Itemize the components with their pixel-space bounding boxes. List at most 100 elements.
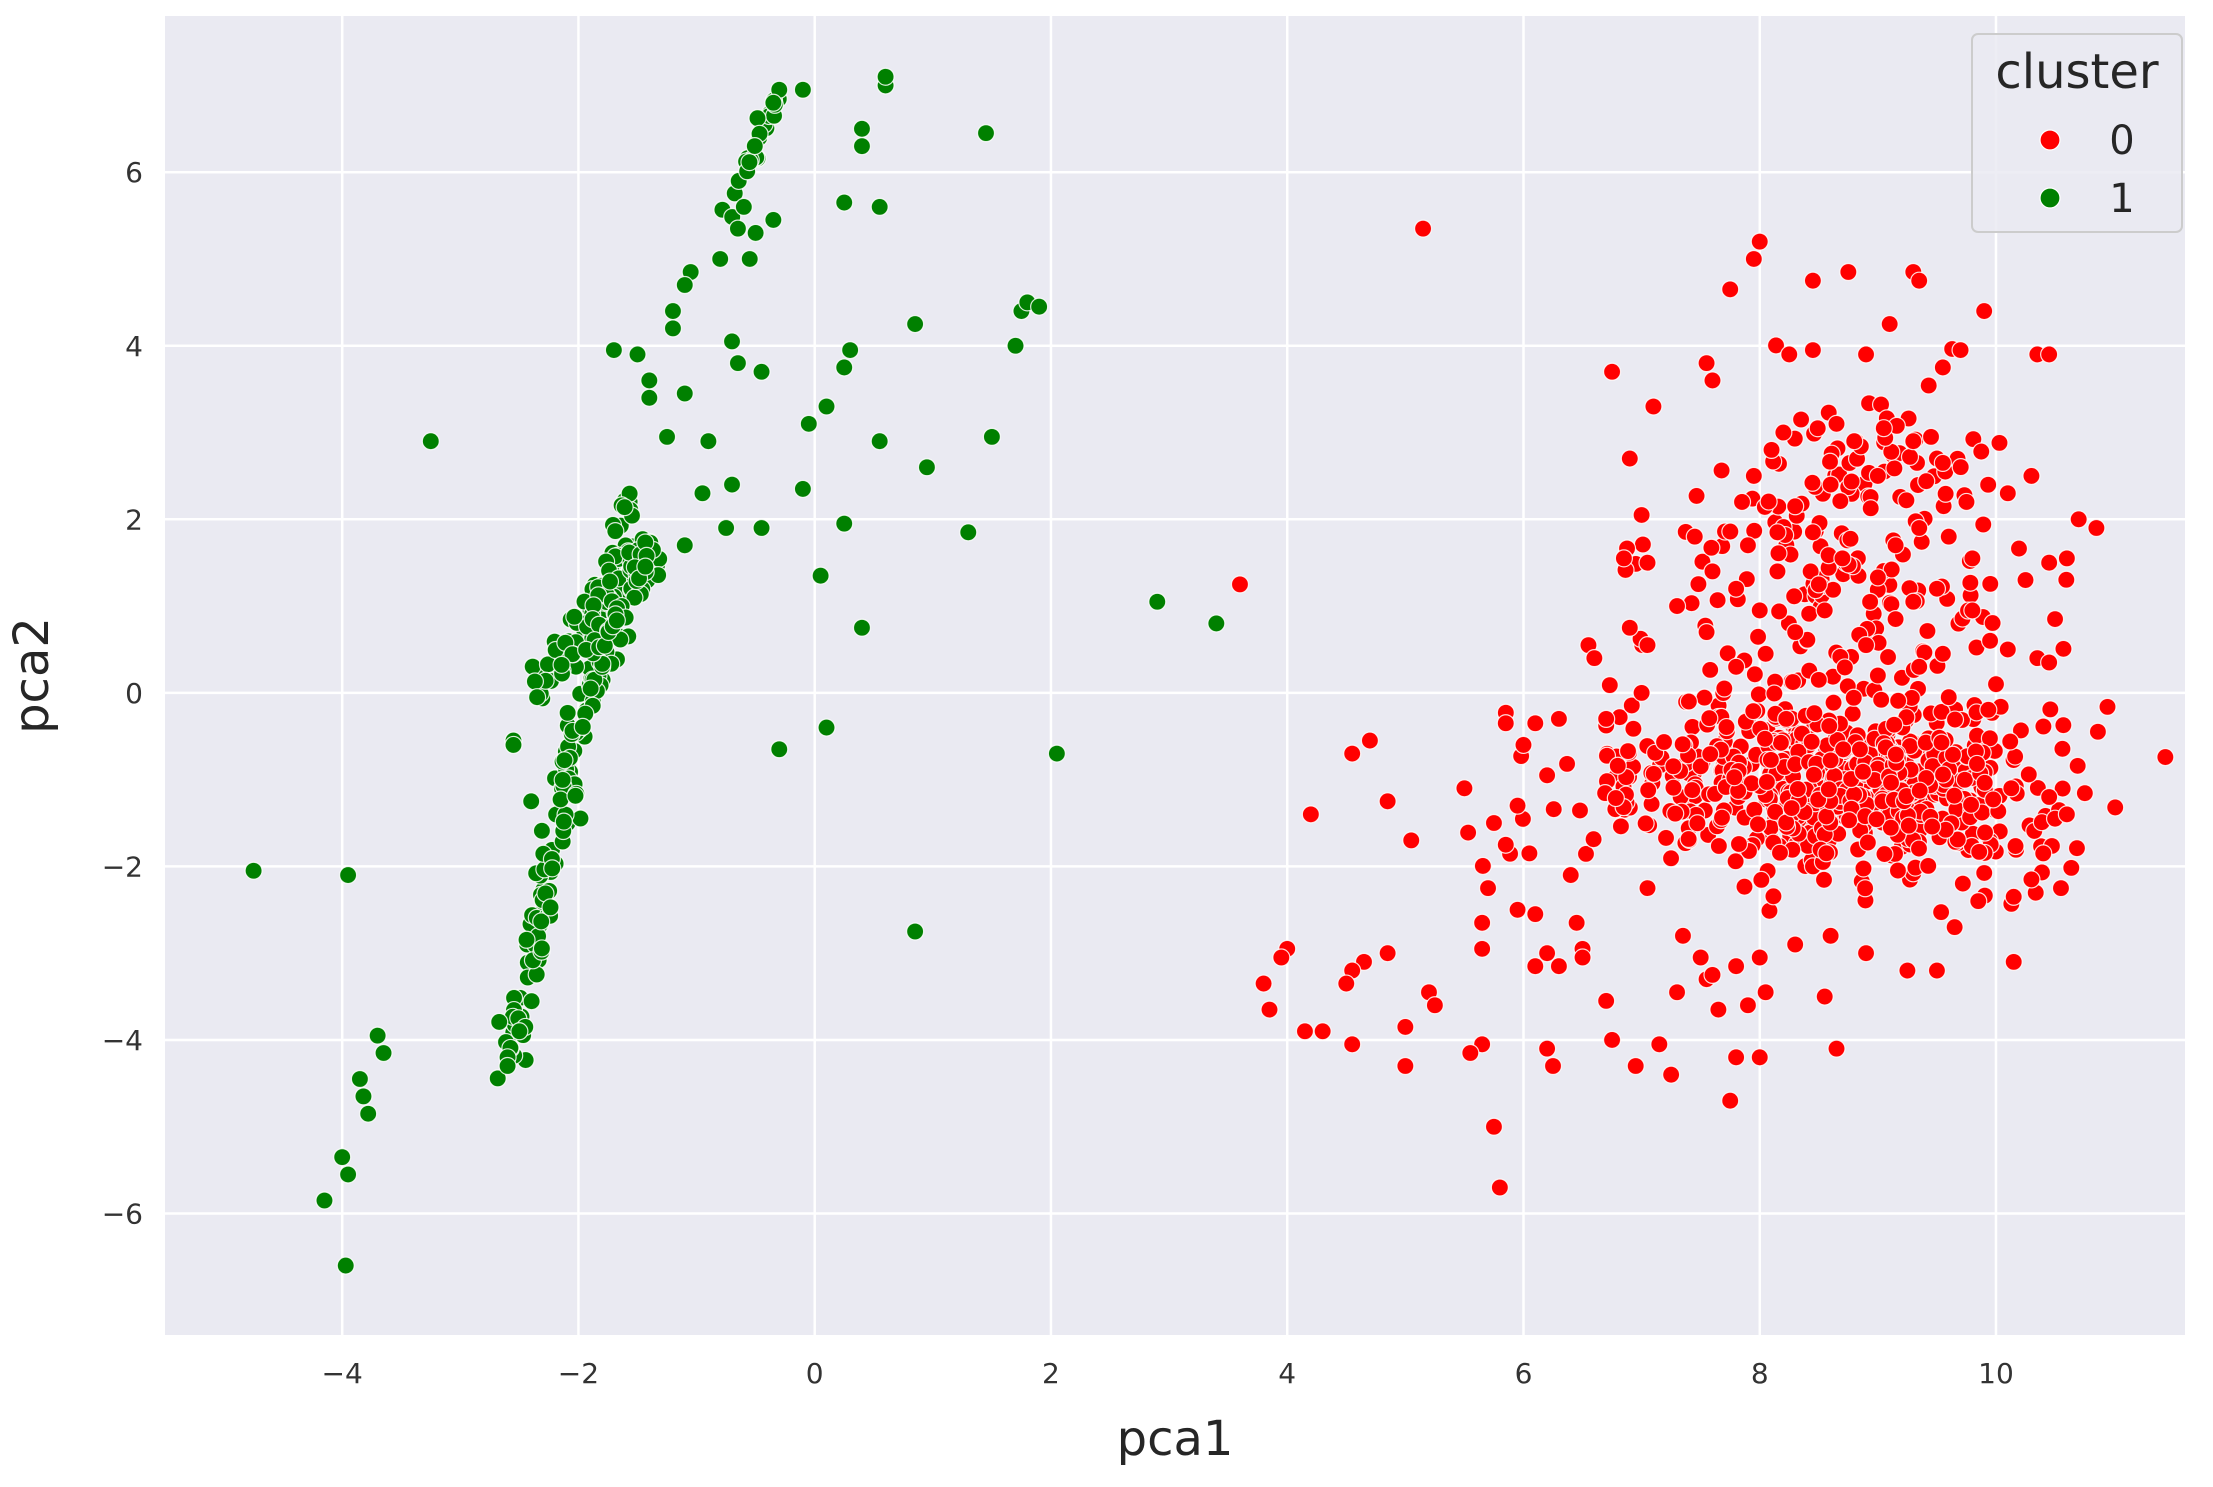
- data-point-cluster-0: [1756, 644, 1775, 663]
- data-point-cluster-1: [917, 458, 937, 477]
- data-point-cluster-0: [2075, 784, 2094, 803]
- data-point-cluster-0: [2068, 756, 2087, 775]
- data-point-cluster-0: [1886, 536, 1905, 555]
- data-point-cluster-0: [1461, 1043, 1480, 1063]
- data-point-cluster-0: [1933, 644, 1952, 663]
- data-point-cluster-0: [1917, 472, 1936, 491]
- data-point-cluster-0: [1889, 691, 1908, 710]
- data-point-cluster-1: [852, 618, 872, 637]
- data-point-cluster-0: [1805, 704, 1824, 723]
- data-point-cluster-0: [1831, 492, 1850, 511]
- data-point-cluster-0: [1975, 773, 1994, 792]
- data-point-cluster-1: [711, 249, 730, 269]
- data-point-cluster-0: [2106, 798, 2125, 817]
- data-point-cluster-0: [2034, 717, 2053, 736]
- data-point-cluster-1: [336, 1256, 355, 1275]
- data-point-cluster-0: [1729, 834, 1749, 854]
- data-point-cluster-0: [1967, 754, 1987, 774]
- data-point-cluster-0: [2019, 765, 2038, 784]
- data-point-cluster-0: [1484, 1117, 1504, 1136]
- data-point-cluster-0: [1703, 965, 1722, 984]
- data-point-cluster-0: [1624, 719, 1643, 738]
- x-tick-label: 10: [1978, 1357, 2014, 1390]
- data-point-cluster-0: [1803, 473, 1822, 492]
- data-point-cluster-0: [1632, 505, 1651, 525]
- legend-label-cluster-0: 0: [2109, 118, 2134, 164]
- data-point-cluster-0: [1402, 831, 1421, 850]
- data-point-cluster-0: [1664, 778, 1683, 797]
- data-point-cluster-0: [1898, 961, 1917, 980]
- data-point-cluster-0: [1638, 879, 1657, 898]
- data-point-cluster-0: [1900, 447, 1920, 466]
- data-point-cluster-0: [1764, 887, 1783, 906]
- data-point-cluster-0: [1700, 709, 1719, 728]
- data-point-cluster-1: [722, 475, 742, 494]
- data-point-cluster-0: [1360, 731, 1380, 750]
- data-point-cluster-0: [2022, 466, 2041, 486]
- data-point-cluster-0: [2088, 722, 2108, 741]
- data-point-cluster-0: [1254, 974, 1273, 993]
- data-point-cluster-0: [1567, 913, 1586, 932]
- y-tick-label: 6: [125, 156, 143, 189]
- legend-marker-cluster-1: [2039, 187, 2061, 209]
- data-point-cluster-1: [368, 1026, 387, 1045]
- data-point-cluster-1: [604, 340, 623, 360]
- data-point-cluster-0: [1343, 744, 1362, 763]
- data-point-cluster-0: [1765, 684, 1784, 703]
- data-point-cluster-0: [1921, 427, 1941, 446]
- data-point-cluster-0: [1717, 717, 1736, 737]
- data-point-cluster-1: [657, 427, 677, 446]
- data-point-cluster-0: [1473, 856, 1492, 876]
- data-point-cluster-1: [693, 484, 712, 503]
- data-point-cluster-0: [1585, 649, 1604, 668]
- data-point-cluster-0: [1888, 861, 1908, 880]
- data-point-cluster-1: [817, 397, 836, 416]
- data-point-cluster-0: [1861, 499, 1880, 518]
- data-point-cluster-1: [523, 657, 542, 676]
- data-point-cluster-0: [1721, 280, 1740, 299]
- data-point-cluster-0: [1618, 742, 1638, 761]
- data-point-cluster-0: [2156, 747, 2175, 767]
- data-point-cluster-0: [1933, 765, 1953, 784]
- data-point-cluster-1: [906, 922, 925, 941]
- x-tick-label: 2: [1042, 1357, 1060, 1390]
- data-point-cluster-0: [1820, 716, 1839, 736]
- data-point-cluster-0: [1520, 844, 1539, 863]
- data-point-cluster-0: [1933, 358, 1952, 377]
- data-point-cluster-0: [1745, 665, 1764, 684]
- data-point-cluster-1: [421, 432, 440, 451]
- data-point-cluster-0: [1679, 829, 1698, 849]
- data-point-cluster-1: [811, 566, 830, 585]
- data-point-cluster-0: [1750, 1048, 1769, 1067]
- data-point-cluster-1: [752, 362, 771, 381]
- data-point-cluster-1: [746, 223, 765, 243]
- data-point-cluster-0: [1230, 575, 1250, 594]
- data-point-cluster-0: [1886, 745, 1905, 764]
- data-point-cluster-0: [1923, 817, 1942, 836]
- data-point-cluster-0: [1744, 466, 1763, 486]
- data-point-cluster-0: [1868, 666, 1887, 685]
- data-point-cluster-0: [1943, 745, 1963, 764]
- data-point-cluster-0: [1839, 811, 1859, 830]
- data-point-cluster-0: [1718, 644, 1737, 663]
- data-point-cluster-0: [1413, 219, 1433, 238]
- data-point-cluster-1: [553, 770, 572, 789]
- data-point-cluster-0: [2087, 518, 2106, 538]
- data-point-cluster-0: [1990, 433, 2009, 452]
- data-point-cluster-0: [1770, 602, 1789, 621]
- data-point-cluster-0: [1981, 574, 2000, 593]
- data-point-cluster-0: [1602, 362, 1622, 381]
- data-point-cluster-1: [490, 1012, 509, 1032]
- data-point-cluster-0: [1702, 538, 1721, 557]
- data-point-cluster-1: [799, 414, 818, 433]
- data-point-cluster-1: [817, 718, 836, 737]
- data-point-cluster-0: [1644, 397, 1663, 416]
- data-point-cluster-0: [1945, 918, 1964, 937]
- data-point-cluster-0: [1932, 733, 1951, 752]
- data-point-cluster-0: [1756, 983, 1775, 1002]
- data-point-cluster-0: [1932, 702, 1951, 722]
- data-point-cluster-0: [2057, 549, 2076, 568]
- data-point-cluster-1: [555, 751, 574, 770]
- data-point-cluster-0: [1473, 939, 1492, 958]
- data-point-cluster-1: [663, 301, 683, 321]
